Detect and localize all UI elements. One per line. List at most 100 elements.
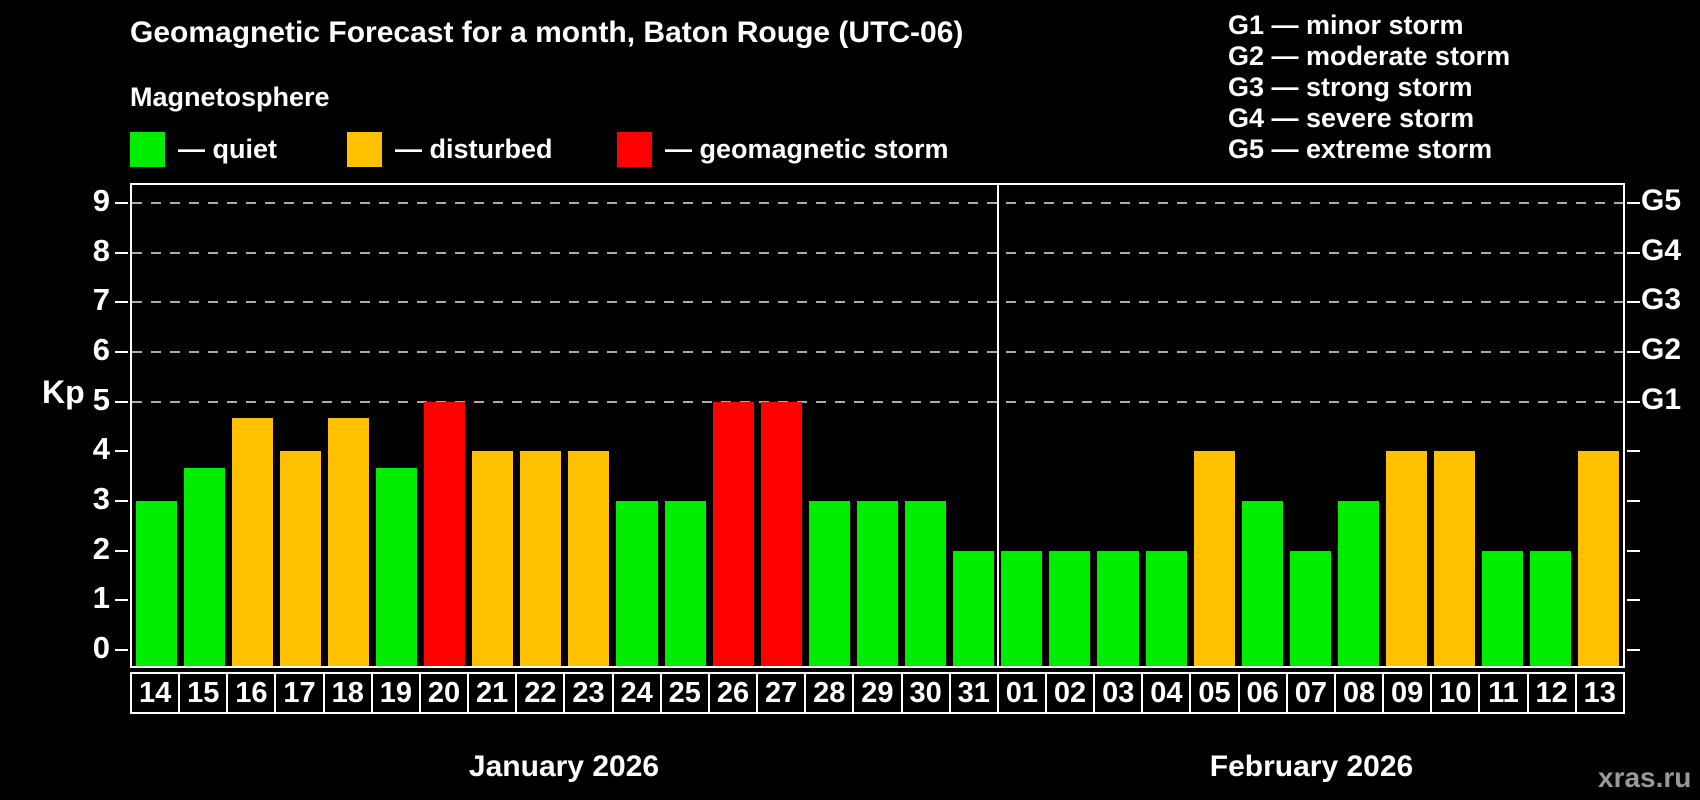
- left-axis-tick: [115, 301, 128, 304]
- day-label-17: 17: [274, 672, 325, 714]
- month-label-february: February 2026: [1209, 750, 1414, 783]
- day-label-31: 31: [948, 672, 999, 714]
- month-label-january: January 2026: [468, 750, 660, 783]
- kp-bar-day-20: [424, 401, 466, 666]
- kp-bar-day-31: [953, 550, 995, 666]
- g-scale-label-g2: G2: [1641, 332, 1682, 366]
- kp-bar-day-21: [472, 451, 514, 666]
- kp-bar-day-03: [1097, 550, 1139, 666]
- page-title: Geomagnetic Forecast for a month, Baton …: [130, 16, 964, 49]
- kp-bar-day-01: [1001, 550, 1043, 666]
- left-axis-tick: [115, 500, 128, 503]
- g5-legend-row: G5 — extreme storm: [1228, 134, 1493, 164]
- month-divider: [996, 185, 999, 666]
- kp-axis-title: Kp: [42, 374, 85, 410]
- day-label-03: 03: [1093, 672, 1144, 714]
- right-axis-tick: [1627, 500, 1640, 503]
- kp-bar-day-08: [1337, 501, 1379, 666]
- watermark: xras.ru: [1598, 762, 1692, 793]
- kp-bar-day-07: [1289, 550, 1331, 666]
- kp-bar-day-17: [279, 451, 321, 666]
- right-axis-tick: [1627, 450, 1640, 453]
- legend-item-storm: — geomagnetic storm: [617, 130, 949, 168]
- kp-bar-day-09: [1386, 451, 1428, 666]
- right-axis-tick: [1627, 301, 1640, 304]
- kp-bar-day-14: [135, 501, 177, 666]
- legend-label-quiet: — quiet: [178, 133, 277, 164]
- kp-bar-day-16: [231, 418, 273, 666]
- kp-bar-day-02: [1049, 550, 1091, 666]
- left-axis-tick: [115, 450, 128, 453]
- right-axis-tick: [1627, 251, 1640, 254]
- day-label-28: 28: [804, 672, 855, 714]
- left-axis-tick: [115, 251, 128, 254]
- day-label-04: 04: [1141, 672, 1192, 714]
- kp-bar-day-11: [1482, 550, 1524, 666]
- day-label-01: 01: [996, 672, 1047, 714]
- quiet-swatch-icon: [130, 131, 165, 167]
- kp-bar-day-05: [1193, 451, 1235, 666]
- disturbed-swatch-icon: [347, 131, 382, 167]
- right-axis-tick: [1627, 350, 1640, 353]
- kp-tick-label: 9: [92, 182, 110, 218]
- right-axis-tick: [1627, 599, 1640, 602]
- kp-bar-day-04: [1145, 550, 1187, 666]
- kp-bar-day-26: [712, 401, 754, 666]
- magnetosphere-subtitle: Magnetosphere: [130, 82, 330, 112]
- day-label-27: 27: [756, 672, 807, 714]
- right-axis-tick: [1627, 649, 1640, 652]
- right-axis-tick: [1627, 400, 1640, 403]
- g-scale-label-g1: G1: [1641, 382, 1682, 416]
- day-label-20: 20: [418, 672, 470, 714]
- kp-bar-day-18: [327, 418, 369, 666]
- storm-swatch-icon: [617, 131, 652, 167]
- kp-tick-label: 3: [92, 481, 110, 517]
- legend-label-storm: — geomagnetic storm: [665, 133, 949, 164]
- left-axis-tick: [115, 649, 128, 652]
- g-scale-label-g4: G4: [1641, 233, 1682, 267]
- kp-bar-day-13: [1578, 451, 1620, 666]
- kp-bar-day-22: [520, 451, 562, 666]
- kp-gridline-6: [132, 350, 1623, 353]
- kp-tick-label: 7: [92, 282, 110, 318]
- kp-bar-day-10: [1434, 451, 1476, 666]
- kp-tick-label: 0: [92, 630, 110, 666]
- kp-gridline-7: [132, 301, 1623, 304]
- plot-area: 0 1 2 3 4 5 6 7 8 9 G1 G2 G3 G4 G5: [93, 183, 1681, 668]
- kp-gridline-8: [132, 251, 1623, 254]
- kp-bar-day-06: [1241, 501, 1283, 666]
- g-scale-label-g3: G3: [1641, 283, 1682, 317]
- kp-bar-day-23: [568, 451, 610, 666]
- day-label-07: 07: [1285, 672, 1336, 714]
- day-label-23: 23: [563, 672, 614, 714]
- kp-gridline-9: [132, 201, 1623, 204]
- day-label-08: 08: [1333, 672, 1385, 714]
- day-label-21: 21: [467, 672, 518, 714]
- kp-tick-label: 5: [92, 381, 110, 417]
- kp-bar-day-19: [375, 467, 418, 666]
- kp-bar-day-28: [808, 501, 850, 666]
- day-label-18: 18: [322, 672, 373, 714]
- left-axis-tick: [115, 201, 128, 204]
- kp-tick-label: 4: [92, 431, 110, 467]
- right-axis-tick: [1627, 549, 1640, 552]
- kp-bar-day-15: [183, 467, 225, 666]
- kp-bar-day-24: [616, 501, 658, 666]
- day-label-14: 14: [130, 672, 181, 714]
- kp-bar-day-29: [856, 501, 899, 666]
- kp-tick-label: 2: [92, 530, 110, 566]
- left-axis-tick: [115, 599, 128, 602]
- g2-legend-row: G2 — moderate storm: [1228, 41, 1511, 71]
- day-label-09: 09: [1382, 672, 1433, 714]
- kp-tick-label: 1: [92, 580, 110, 616]
- storm-scale-legend: G1 — minor storm G2 — moderate storm G3 …: [1228, 10, 1510, 165]
- day-label-12: 12: [1526, 672, 1577, 714]
- legend-item-quiet: — quiet: [130, 130, 277, 168]
- day-label-24: 24: [611, 672, 662, 714]
- day-label-13: 13: [1574, 672, 1625, 714]
- kp-bar-day-27: [760, 401, 802, 666]
- g4-legend-row: G4 — severe storm: [1228, 103, 1475, 133]
- day-label-29: 29: [852, 672, 903, 714]
- left-axis-tick: [115, 549, 128, 552]
